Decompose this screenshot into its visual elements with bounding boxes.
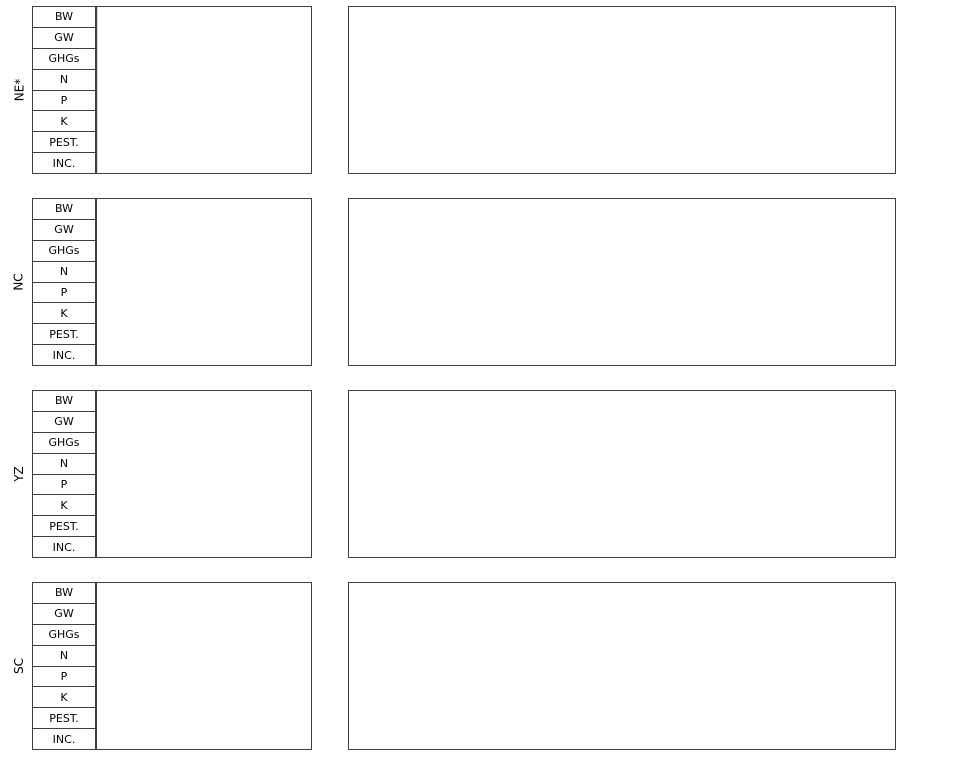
category-label-BW: BW: [32, 6, 96, 28]
row-group-yz: YZ BW GW GHGs N P K PEST. INC.: [6, 390, 957, 580]
category-label-P: P: [32, 89, 96, 112]
panel-a: BW GW GHGs N P K PEST. INC.: [32, 6, 312, 196]
category-label-N: N: [32, 68, 96, 91]
category-label-GW: GW: [32, 26, 96, 49]
region-col: YZ: [6, 390, 32, 558]
panel-i-plot: [348, 198, 896, 366]
region-label-sc: SC: [12, 658, 26, 674]
category-labels-d: BW GW GHGs N P K PEST. INC.: [32, 582, 96, 750]
category-label-N: N: [32, 452, 96, 475]
panel-d: BW GW GHGs N P K PEST. INC.: [32, 582, 312, 772]
region-col: SC: [6, 582, 32, 750]
panel-j: [348, 390, 896, 580]
panel-j-plot: [348, 390, 896, 558]
region-label-nc: NC: [11, 273, 26, 291]
category-label-N: N: [32, 644, 96, 667]
panel-h-axis: [348, 174, 896, 196]
row-group-nc: NC BW GW GHGs N P K PEST. INC.: [6, 198, 957, 388]
panel-k-axis: [348, 750, 896, 772]
category-label-GW: GW: [32, 602, 96, 625]
category-label-N: N: [32, 260, 96, 283]
category-label-P: P: [32, 281, 96, 304]
panel-h-plot: [348, 6, 896, 174]
category-label-INC.: INC.: [32, 728, 96, 750]
category-label-PEST.: PEST.: [32, 515, 96, 538]
category-label-BW: BW: [32, 390, 96, 412]
category-label-GW: GW: [32, 218, 96, 241]
category-label-INC.: INC.: [32, 152, 96, 174]
category-labels-b: BW GW GHGs N P K PEST. INC.: [32, 198, 96, 366]
category-label-K: K: [32, 110, 96, 133]
panel-b-axis: [96, 366, 312, 388]
category-label-GHGs: GHGs: [32, 431, 96, 454]
category-label-BW: BW: [32, 198, 96, 220]
panel-c-plot: [96, 390, 312, 558]
category-label-GW: GW: [32, 410, 96, 433]
row-group-ne: NE* BW GW GHGs N P K PEST. INC.: [6, 6, 957, 196]
region-label-ne: NE*: [12, 78, 26, 102]
category-label-INC.: INC.: [32, 344, 96, 366]
category-label-PEST.: PEST.: [32, 131, 96, 154]
panel-h: [348, 6, 896, 196]
category-label-BW: BW: [32, 582, 96, 604]
panel-i: [348, 198, 896, 388]
category-labels-c: BW GW GHGs N P K PEST. INC.: [32, 390, 96, 558]
panel-c-axis: [96, 558, 312, 580]
panel-k: [348, 582, 896, 772]
category-label-PEST.: PEST.: [32, 323, 96, 346]
panel-d-plot: [96, 582, 312, 750]
region-label-yz: YZ: [12, 466, 26, 482]
category-label-K: K: [32, 302, 96, 325]
panel-i-axis: [348, 366, 896, 388]
category-label-K: K: [32, 494, 96, 517]
category-label-P: P: [32, 473, 96, 496]
panel-c: BW GW GHGs N P K PEST. INC.: [32, 390, 312, 580]
panel-a-axis: [96, 174, 312, 196]
panel-b-plot: [96, 198, 312, 366]
panel-j-axis: [348, 558, 896, 580]
category-label-GHGs: GHGs: [32, 623, 96, 646]
category-label-P: P: [32, 665, 96, 688]
panel-b: BW GW GHGs N P K PEST. INC.: [32, 198, 312, 388]
region-col: NC: [6, 198, 32, 366]
grid-line: [97, 7, 98, 173]
row-group-sc: SC BW GW GHGs N P K PEST. INC.: [6, 582, 957, 772]
category-label-K: K: [32, 686, 96, 709]
category-label-INC.: INC.: [32, 536, 96, 558]
panel-d-axis: [96, 750, 312, 772]
panel-a-plot: [96, 6, 312, 174]
panel-k-plot: [348, 582, 896, 750]
category-label-GHGs: GHGs: [32, 47, 96, 70]
region-col: NE*: [6, 6, 32, 174]
category-label-GHGs: GHGs: [32, 239, 96, 262]
category-labels-a: BW GW GHGs N P K PEST. INC.: [32, 6, 96, 174]
category-label-PEST.: PEST.: [32, 707, 96, 730]
